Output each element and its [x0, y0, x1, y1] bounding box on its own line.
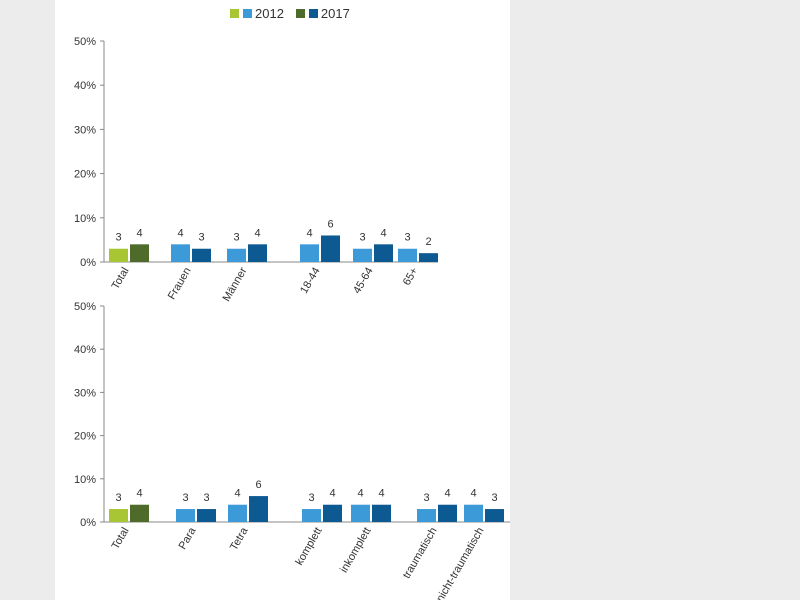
chart2-y-tick-label: 10%	[74, 474, 96, 486]
chart1-data-label: 4	[177, 227, 183, 239]
chart1-bar-2012	[171, 244, 190, 262]
chart1-category-label: 45-64	[351, 266, 375, 296]
chart-panel	[55, 0, 510, 600]
chart2-category-label: nicht-traumatisch	[434, 526, 486, 600]
chart2-bar-2017	[485, 509, 504, 522]
legend-swatch-2017-blue	[308, 9, 318, 18]
chart1-bar-2017	[130, 244, 149, 262]
chart1-bar-2017	[321, 235, 340, 262]
chart1-bar-2017	[374, 244, 393, 262]
chart1-category-label: Frauen	[166, 266, 194, 302]
chart2-bar-2017	[438, 504, 457, 522]
chart2-data-label: 4	[329, 488, 335, 500]
chart2-bar-2012	[464, 504, 483, 522]
chart2-data-label: 4	[470, 488, 476, 500]
chart2-data-label: 4	[357, 488, 363, 500]
chart1-y-tick-label: 40%	[74, 80, 96, 92]
chart1-bar-2012	[398, 248, 417, 262]
chart1-bar-2017	[192, 248, 211, 262]
chart2-data-label: 4	[234, 488, 240, 500]
chart1-category-label: 18-44	[298, 266, 322, 296]
chart2-y-tick-label: 50%	[74, 301, 96, 313]
chart1-bar-2012	[227, 248, 246, 262]
legend-swatch-2012-green	[230, 9, 239, 18]
legend-item-2012: 2012	[243, 6, 284, 21]
chart2-category-label: komplett	[293, 526, 324, 568]
chart1-category-label: 65+	[401, 266, 421, 288]
chart2-data-label: 4	[378, 488, 384, 500]
chart2-data-label: 3	[203, 492, 209, 504]
chart2-data-label: 4	[444, 488, 450, 500]
chart2-bar-2012	[109, 509, 128, 522]
chart1-y-tick-label: 10%	[74, 213, 96, 225]
chart2-data-label: 3	[491, 492, 497, 504]
legend-item-2017: 2017	[308, 6, 350, 21]
chart1-data-label: 4	[136, 227, 142, 239]
chart2-bar-2017	[197, 509, 216, 522]
chart2-data-label: 3	[115, 492, 121, 504]
legend-swatch-2012-blue	[243, 9, 252, 18]
chart2-bar-2017	[323, 504, 342, 522]
chart1-data-label: 3	[115, 232, 121, 244]
chart1-data-label: 3	[359, 232, 365, 244]
chart1-category-label: Männer	[221, 265, 250, 304]
chart1-y-tick-label: 20%	[74, 169, 96, 181]
chart2-bar-2012	[302, 509, 321, 522]
chart1-data-label: 3	[198, 232, 204, 244]
chart2-category-label: Total	[110, 526, 132, 552]
chart1-data-label: 4	[380, 227, 386, 239]
chart1-data-label: 3	[404, 232, 410, 244]
chart1-bar-2017	[248, 244, 267, 262]
chart1-data-label: 6	[327, 218, 333, 230]
chart1-y-tick-label: 30%	[74, 124, 96, 136]
chart2-data-label: 6	[255, 479, 261, 491]
chart2-y-tick-label: 30%	[74, 387, 96, 399]
chart1-data-label: 2	[425, 236, 431, 248]
chart2-bar-2012	[351, 504, 370, 522]
chart2-category-label: inkomplett	[338, 526, 373, 575]
chart2-category-label: traumatisch	[401, 526, 440, 581]
chart2-bar-2012	[228, 504, 247, 522]
chart2-bar-2017	[249, 496, 268, 522]
chart2-bar-2017	[372, 504, 391, 522]
chart2-category-label: Tetra	[228, 525, 251, 553]
chart2-data-label: 3	[182, 492, 188, 504]
chart2-bar-2012	[417, 509, 436, 522]
chart2-data-label: 3	[308, 492, 314, 504]
legend: 2012 2017	[230, 6, 350, 21]
legend-label-2017: 2017	[320, 6, 350, 21]
chart1-y-tick-label: 50%	[74, 36, 96, 48]
chart2-y-tick-label: 40%	[74, 344, 96, 356]
chart2-y-tick-label: 0%	[80, 517, 96, 529]
legend-swatch-2017-green	[295, 9, 305, 18]
chart2-bar-2017	[130, 504, 149, 522]
chart1-bar-2017	[419, 253, 438, 262]
chart2-data-label: 3	[423, 492, 429, 504]
chart1-y-tick-label: 0%	[80, 257, 96, 269]
chart2-category-label: Para	[177, 525, 199, 552]
chart1-bar-2012	[353, 248, 372, 262]
chart1-data-label: 4	[306, 227, 312, 239]
chart2-bar-2012	[176, 509, 195, 522]
chart2-data-label: 4	[136, 488, 142, 500]
chart2-y-tick-label: 20%	[74, 431, 96, 443]
legend-label-2012: 2012	[255, 6, 284, 21]
chart1-data-label: 3	[233, 232, 239, 244]
chart1-data-label: 4	[254, 227, 260, 239]
chart1-category-label: Total	[110, 266, 132, 292]
chart1-bar-2012	[300, 244, 319, 262]
chart1-bar-2012	[109, 248, 128, 262]
